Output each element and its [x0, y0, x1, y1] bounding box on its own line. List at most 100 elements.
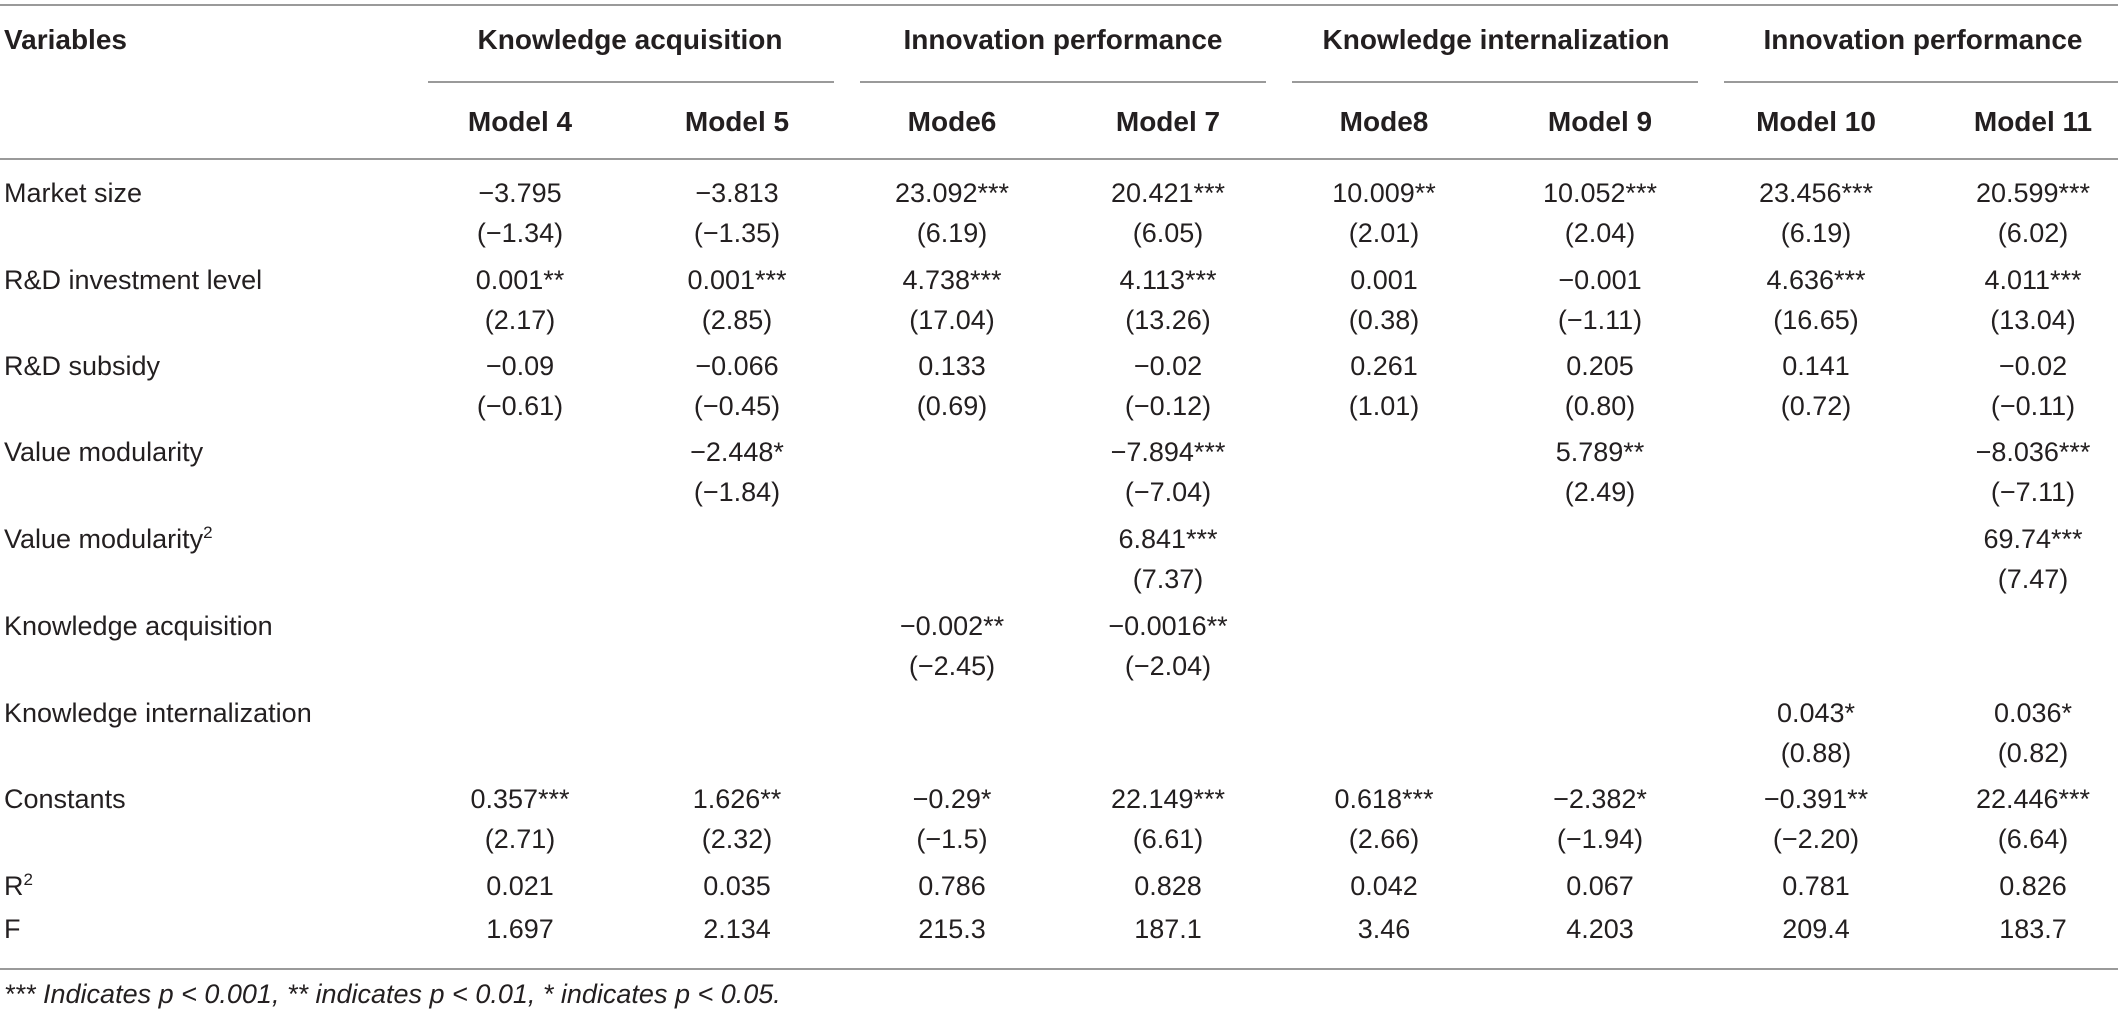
t-stat-cell: (6.05): [1132, 218, 1204, 248]
coefficient-cell: 0.036*: [1993, 698, 2073, 728]
t-stat-cell: (−1.84): [693, 477, 781, 507]
coefficient-cell: 2.134: [703, 914, 771, 944]
coefficient-cell: 3.46: [1357, 914, 1411, 944]
t-stat-cell: (2.71): [484, 824, 556, 854]
coefficient-cell: 4.113***: [1119, 265, 1217, 295]
coefficient-cell: 4.738***: [902, 265, 1002, 295]
group-underline: [428, 81, 834, 83]
row-label-text: Value modularity: [4, 524, 204, 554]
model-header: Model 4: [467, 106, 573, 137]
coefficient-cell: −0.391**: [1763, 784, 1869, 814]
group-underline: [1724, 81, 2118, 83]
model-header: Model 11: [1973, 106, 2093, 137]
row-label: Value modularity: [4, 436, 203, 468]
t-stat-cell: (0.88): [1780, 738, 1852, 768]
t-stat-cell: (0.80): [1564, 391, 1636, 421]
coefficient-cell: 0.826: [1999, 871, 2067, 901]
coefficient-cell: 20.599***: [1975, 178, 2091, 208]
coefficient-cell: 1.626**: [692, 784, 782, 814]
row-label-text: R&D subsidy: [4, 351, 161, 381]
t-stat-cell: (−1.5): [916, 824, 988, 854]
superscript: 2: [23, 870, 33, 889]
superscript: 2: [203, 523, 213, 542]
row-label-text: Constants: [4, 784, 126, 814]
t-stat-cell: (−0.61): [476, 391, 564, 421]
t-stat-cell: (−0.12): [1124, 391, 1212, 421]
model-header: Model 5: [684, 106, 790, 137]
t-stat-cell: (0.72): [1780, 391, 1852, 421]
t-stat-cell: (13.26): [1125, 305, 1211, 335]
t-stat-cell: (0.82): [1997, 738, 2069, 768]
coefficient-cell: −0.02: [1133, 351, 1203, 381]
coefficient-cell: 10.009**: [1332, 178, 1436, 208]
row-label: R2: [4, 870, 33, 902]
t-stat-cell: (1.01): [1348, 391, 1420, 421]
coefficient-cell: 0.357***: [470, 784, 570, 814]
coefficient-cell: 0.043*: [1776, 698, 1856, 728]
row-label-text: Value modularity: [4, 437, 204, 467]
coefficient-cell: −2.448*: [690, 437, 784, 467]
row-label-text: R&D investment level: [4, 265, 263, 295]
group-header: Innovation performance: [903, 24, 1223, 55]
t-stat-cell: (2.49): [1564, 477, 1636, 507]
coefficient-cell: 10.052***: [1542, 178, 1658, 208]
coefficient-cell: 0.141: [1782, 351, 1850, 381]
coefficient-cell: 0.781: [1782, 871, 1850, 901]
coefficient-cell: −0.09: [485, 351, 555, 381]
coefficient-cell: 22.149***: [1110, 784, 1226, 814]
coefficient-cell: 0.001**: [475, 265, 565, 295]
coefficient-cell: 6.841***: [1118, 524, 1218, 554]
coefficient-cell: 23.092***: [894, 178, 1010, 208]
coefficient-cell: 215.3: [918, 914, 986, 944]
row-label: Value modularity2: [4, 523, 213, 555]
t-stat-cell: (0.38): [1348, 305, 1420, 335]
coefficient-cell: 0.618***: [1334, 784, 1434, 814]
top-rule: [0, 4, 2118, 6]
coefficient-cell: 23.456***: [1758, 178, 1874, 208]
row-label-text: Market size: [4, 178, 143, 208]
coefficient-cell: 4.203: [1566, 914, 1634, 944]
t-stat-cell: (−0.45): [693, 391, 781, 421]
model-header: Model 9: [1547, 106, 1653, 137]
t-stat-cell: (−1.11): [1557, 305, 1643, 335]
coefficient-cell: 4.011***: [1984, 265, 2082, 295]
footnote: *** Indicates p < 0.001, ** indicates p …: [4, 979, 781, 1009]
coefficient-cell: 0.205: [1566, 351, 1634, 381]
coefficient-cell: 22.446***: [1975, 784, 2091, 814]
row-label: Knowledge internalization: [4, 697, 312, 729]
row-label: R&D subsidy: [4, 350, 160, 382]
t-stat-cell: (7.47): [1997, 564, 2069, 594]
coefficient-cell: −0.02: [1998, 351, 2068, 381]
row-label: Constants: [4, 783, 126, 815]
coefficient-cell: −0.29*: [912, 784, 992, 814]
coefficient-cell: −2.382*: [1553, 784, 1647, 814]
coefficient-cell: −0.001: [1558, 265, 1642, 295]
t-stat-cell: (−0.11): [1990, 391, 2076, 421]
t-stat-cell: (2.85): [701, 305, 773, 335]
model-header: Mode6: [907, 106, 997, 137]
row-label: Knowledge acquisition: [4, 610, 273, 642]
t-stat-cell: (2.01): [1348, 218, 1420, 248]
row-label: F: [4, 913, 21, 945]
coefficient-cell: 187.1: [1134, 914, 1202, 944]
group-header: Innovation performance: [1763, 24, 2083, 55]
t-stat-cell: (6.61): [1132, 824, 1204, 854]
t-stat-cell: (−1.94): [1556, 824, 1644, 854]
t-stat-cell: (6.19): [916, 218, 988, 248]
t-stat-cell: (−1.34): [476, 218, 564, 248]
model-header: Model 10: [1756, 106, 1876, 137]
row-label: Market size: [4, 177, 142, 209]
coefficient-cell: 0.133: [918, 351, 986, 381]
coefficient-cell: −7.894***: [1110, 437, 1226, 467]
coefficient-cell: 1.697: [486, 914, 554, 944]
row-label-text: F: [4, 914, 21, 944]
coefficient-cell: 0.786: [918, 871, 986, 901]
header-bottom-rule: [0, 158, 2118, 160]
t-stat-cell: (−2.20): [1772, 824, 1860, 854]
t-stat-cell: (6.19): [1780, 218, 1852, 248]
coefficient-cell: −0.066: [695, 351, 779, 381]
t-stat-cell: (−2.45): [908, 651, 996, 681]
t-stat-cell: (16.65): [1773, 305, 1859, 335]
group-header: Knowledge acquisition: [477, 24, 783, 55]
coefficient-cell: 0.001***: [687, 265, 787, 295]
